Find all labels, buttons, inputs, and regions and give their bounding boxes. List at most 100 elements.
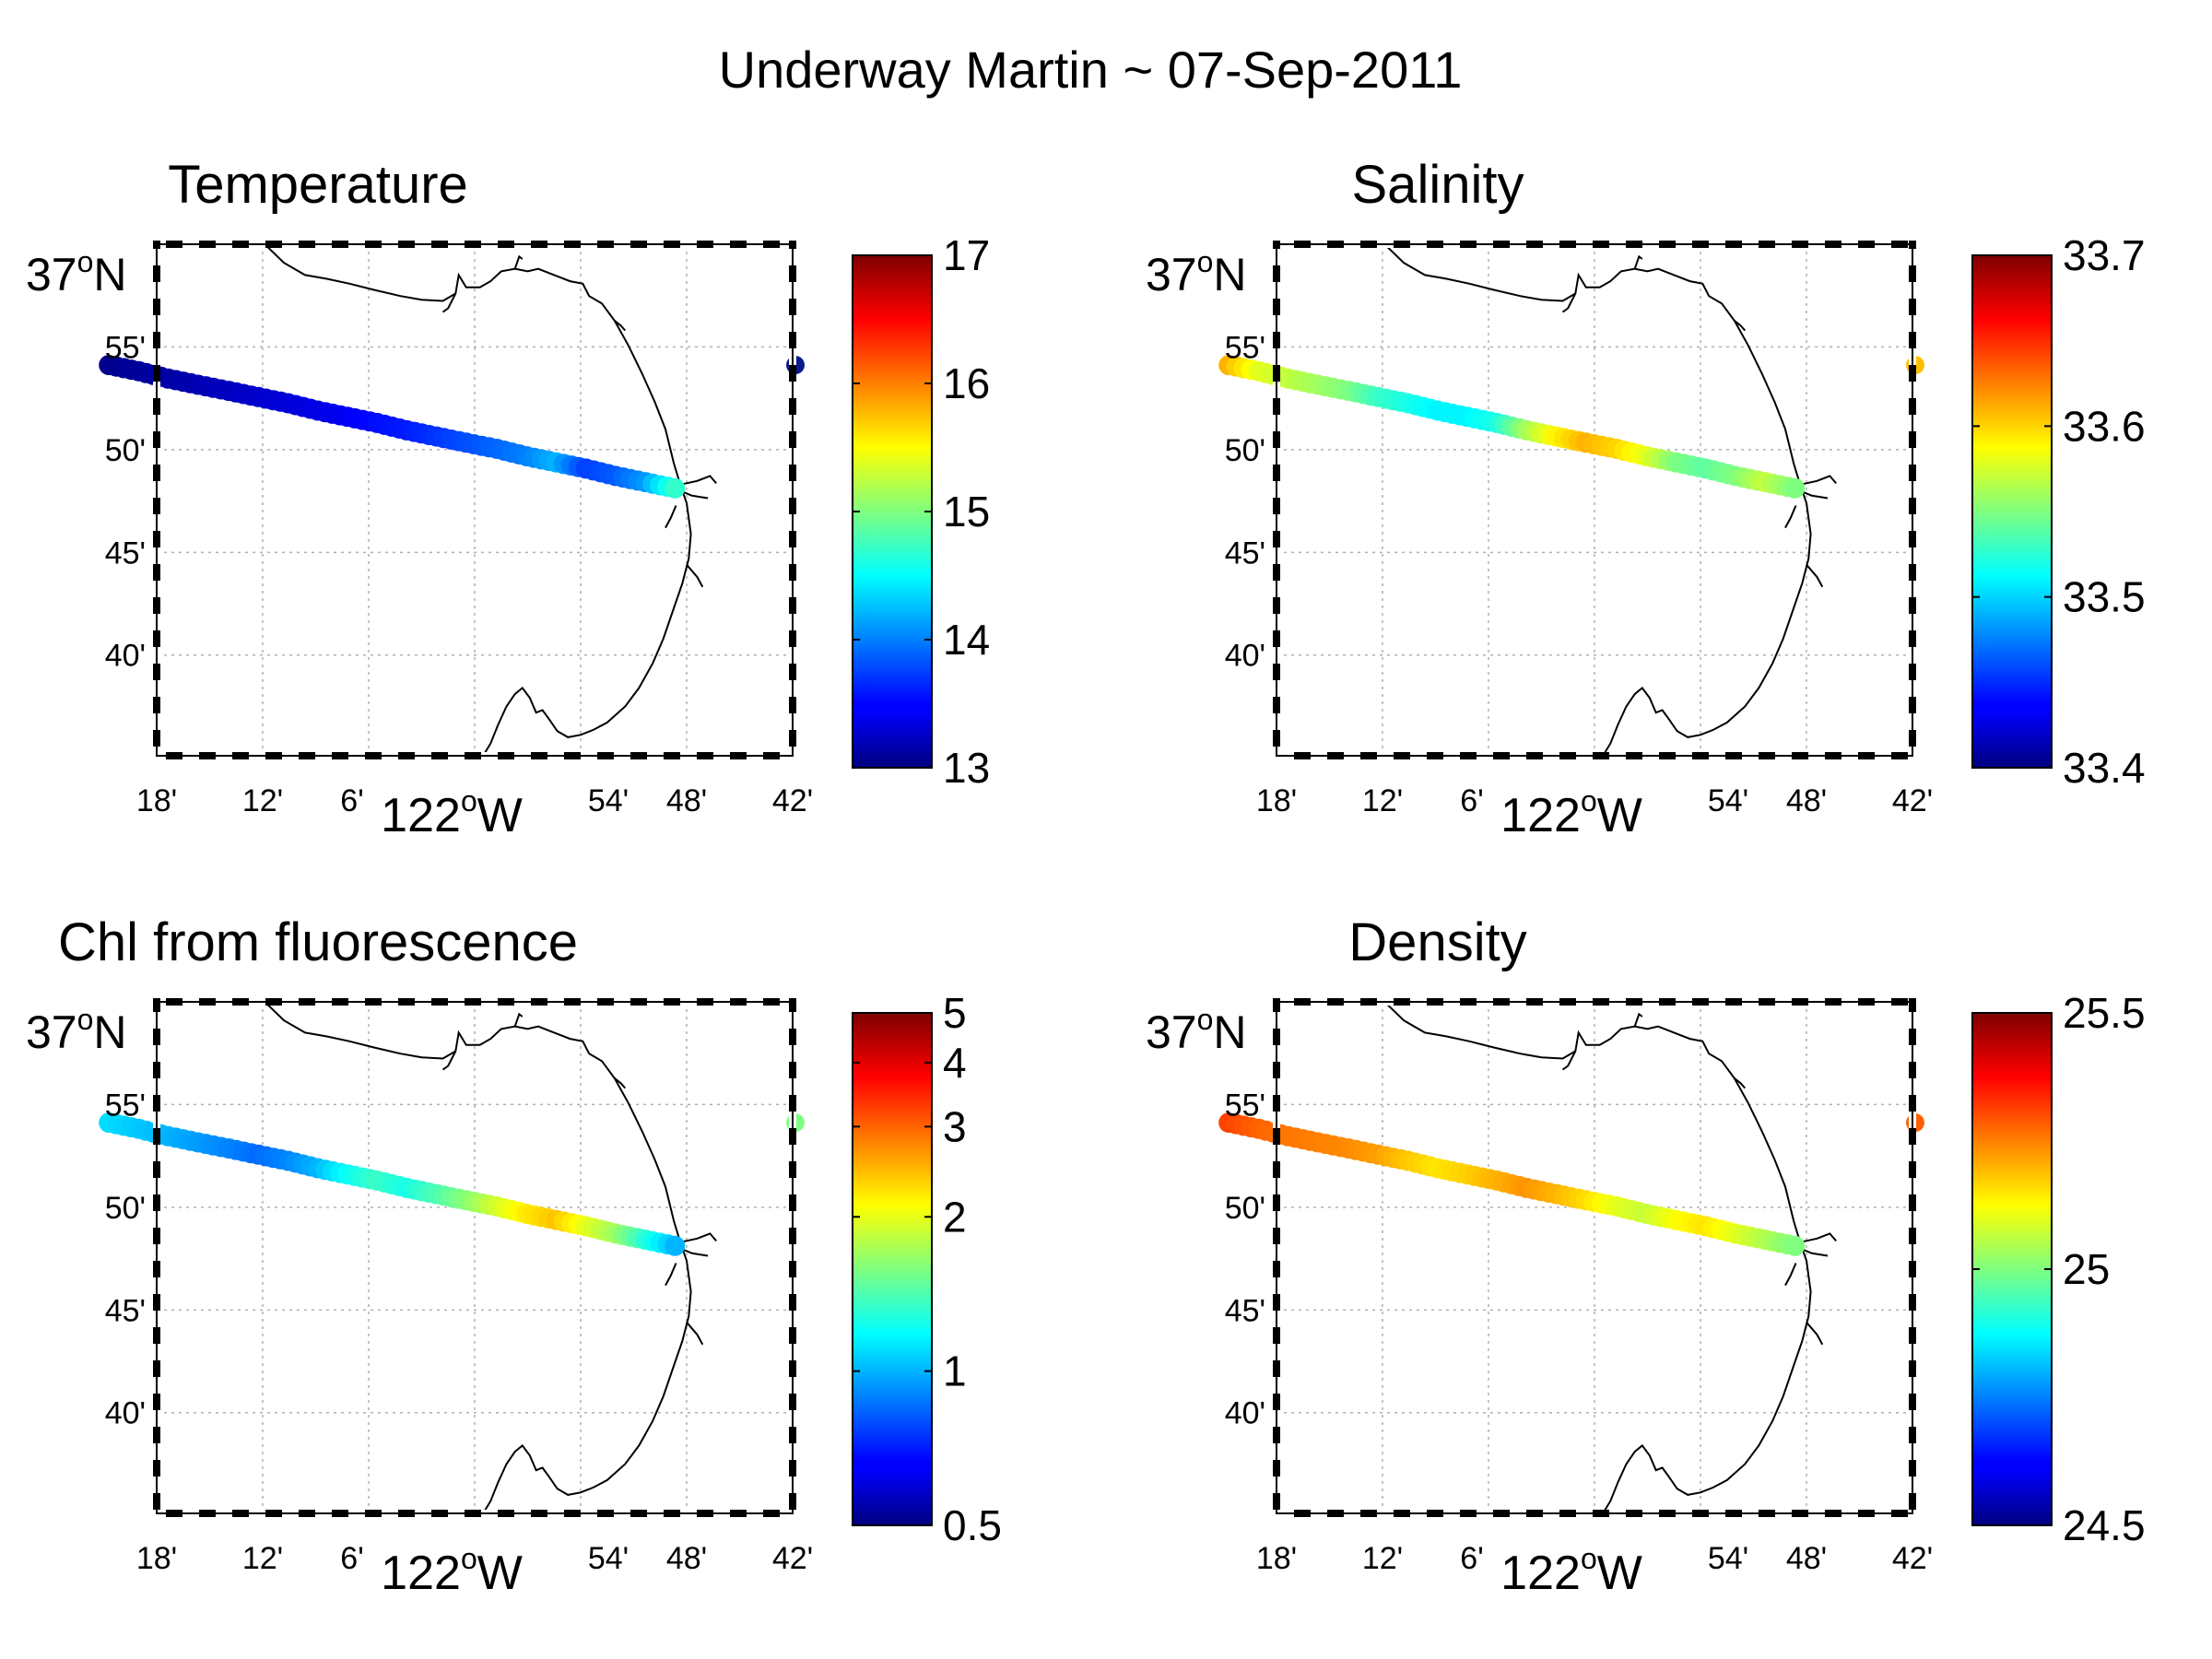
- coastline-inlet: [513, 1012, 524, 1028]
- lon-label-main: 122oW: [381, 1542, 523, 1600]
- lon-tick-label: 6': [1460, 1541, 1483, 1576]
- lat-tick-label: 55': [1225, 1088, 1265, 1123]
- lon-label-value: 122: [381, 789, 461, 842]
- lat-label-main: 37oN: [26, 1003, 127, 1058]
- colorbar-tick-label: 25: [2063, 1245, 2110, 1293]
- lon-label-main: 122oW: [381, 784, 523, 842]
- lon-tick-label: 48': [1786, 783, 1827, 818]
- lat-label-value: 37: [26, 249, 77, 300]
- lon-tick-label: 42': [1892, 783, 1933, 818]
- coastline-inlet: [1784, 1263, 1797, 1287]
- map-area: [157, 244, 793, 756]
- colorbar-tick-label: 0.5: [943, 1501, 1002, 1549]
- track-point: [665, 477, 686, 499]
- coastline: [1383, 1001, 1812, 1514]
- lat-tick-label: 50': [105, 433, 146, 468]
- lat-label-main: 37oN: [1146, 245, 1247, 300]
- coastline-inlet: [1633, 1012, 1643, 1028]
- lat-tick-label: 45': [105, 535, 146, 571]
- colorbar-tick-label: 13: [943, 744, 990, 792]
- lon-label-value: 122: [1500, 789, 1581, 842]
- coastline-inlet: [513, 254, 524, 270]
- coastline-inlet: [679, 1232, 717, 1243]
- panel-title: Density: [1348, 912, 1526, 972]
- colorbar-tick-label: 1: [943, 1347, 967, 1395]
- lon-tick-label: 54': [1708, 1541, 1748, 1576]
- lat-tick-label: 45': [1225, 535, 1265, 571]
- lon-tick-label: 12': [1362, 1541, 1403, 1576]
- track-point: [1784, 1235, 1806, 1256]
- lon-tick-label: 18': [1256, 1541, 1297, 1576]
- coastline: [1383, 243, 1812, 757]
- lat-tick-label: 50': [1225, 1191, 1265, 1226]
- colorbar: [852, 1012, 933, 1526]
- lon-label-value: 122: [381, 1547, 461, 1600]
- map-area: [157, 1002, 793, 1513]
- map-frame: [1276, 243, 1913, 757]
- lat-degree-mark: o: [1197, 1003, 1214, 1036]
- map-area: [1277, 1002, 1912, 1513]
- lon-tick-label: 18': [1256, 783, 1297, 818]
- lon-hemisphere: W: [477, 789, 523, 842]
- panel-title: Salinity: [1352, 155, 1524, 215]
- lon-label-main: 122oW: [1500, 784, 1642, 842]
- lat-tick-label: 40': [105, 639, 146, 674]
- lat-label-value: 37: [1146, 249, 1197, 300]
- colorbar-tick-label: 17: [943, 231, 990, 279]
- lon-tick-label: 42': [772, 1541, 813, 1576]
- coastline: [264, 243, 692, 757]
- lon-tick-label: 6': [340, 1541, 363, 1576]
- lat-degree-mark: o: [77, 245, 94, 278]
- lat-hemisphere: N: [1213, 249, 1246, 300]
- colorbar-tick-label: 25.5: [2063, 989, 2146, 1037]
- coastline: [264, 1001, 692, 1514]
- lat-label-main: 37oN: [1146, 1003, 1247, 1058]
- lat-tick-label: 40': [1225, 1396, 1265, 1431]
- lon-hemisphere: W: [1597, 789, 1642, 842]
- lon-tick-label: 12': [1362, 783, 1403, 818]
- panel-title: Temperature: [168, 155, 468, 215]
- lon-tick-label: 54': [588, 783, 629, 818]
- lat-tick-label: 40': [105, 1396, 146, 1431]
- lat-tick-label: 45': [105, 1293, 146, 1328]
- colorbar-tick-label: 33.4: [2063, 744, 2146, 792]
- coastline-inlet: [1799, 1232, 1837, 1243]
- coastline-inlet: [441, 293, 457, 313]
- colorbar-tick-label: 3: [943, 1102, 967, 1150]
- coastline-inlet: [665, 1263, 677, 1287]
- lat-tick-label: 45': [1225, 1293, 1265, 1328]
- map-frame: [156, 243, 794, 757]
- lon-tick-label: 12': [242, 1541, 283, 1576]
- colorbar-tick-label: 14: [943, 616, 990, 664]
- lon-tick-label: 54': [588, 1541, 629, 1576]
- coastline-inlet: [1799, 475, 1837, 486]
- lon-tick-label: 12': [242, 783, 283, 818]
- coastline-inlet: [1561, 293, 1577, 313]
- colorbar-tick-label: 33.6: [2063, 402, 2146, 450]
- colorbar-tick-label: 2: [943, 1193, 967, 1241]
- lat-label-main: 37oN: [26, 245, 127, 300]
- panel-title: Chl from fluorescence: [58, 912, 578, 972]
- lat-hemisphere: N: [93, 249, 126, 300]
- map-frame: [1276, 1001, 1913, 1514]
- colorbar-tick-label: 24.5: [2063, 1501, 2146, 1549]
- colorbar: [1971, 1012, 2053, 1526]
- lat-hemisphere: N: [93, 1006, 126, 1058]
- coastline-inlet: [1784, 505, 1797, 529]
- coastline-inlet: [686, 1322, 704, 1346]
- lon-hemisphere: W: [477, 1547, 523, 1600]
- colorbar-tick-label: 33.7: [2063, 231, 2146, 279]
- coastline-inlet: [614, 320, 627, 332]
- lat-tick-label: 40': [1225, 639, 1265, 674]
- lat-degree-mark: o: [77, 1003, 94, 1036]
- lon-tick-label: 42': [1892, 1541, 1933, 1576]
- colorbar-tick-label: 15: [943, 488, 990, 535]
- lon-degree-mark: o: [1581, 784, 1597, 818]
- coastline-inlet: [679, 475, 717, 486]
- track-point: [665, 1235, 686, 1256]
- coastline-inlet: [665, 505, 677, 529]
